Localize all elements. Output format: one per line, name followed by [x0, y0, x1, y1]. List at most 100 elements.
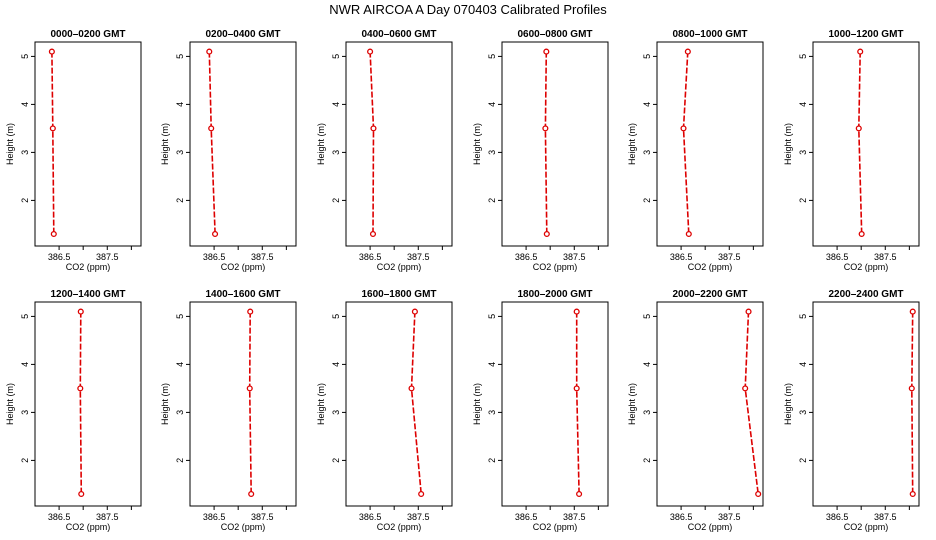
data-point: [858, 230, 865, 238]
data-point: [742, 385, 749, 392]
y-tick-label: 2: [798, 458, 808, 463]
panel-title: 2200–2400 GMT: [828, 289, 903, 300]
y-tick-label: 2: [331, 458, 341, 463]
data-point: [543, 230, 550, 238]
data-point: [48, 48, 55, 55]
profile-line: [544, 51, 548, 235]
profile-line: [857, 51, 863, 235]
y-tick-label: 5: [642, 54, 652, 59]
y-tick-label: 5: [20, 314, 30, 319]
y-tick-label: 3: [487, 410, 497, 415]
plot-frame: [501, 41, 609, 247]
data-point: [206, 48, 213, 55]
x-tick-label: 387.5: [718, 252, 741, 262]
y-axis-label: Height (m): [5, 123, 15, 165]
y-axis-label: Height (m): [627, 123, 637, 165]
panel-title: 1600–1800 GMT: [361, 289, 436, 300]
x-axis-label: CO2 (ppm): [688, 262, 733, 272]
y-tick-label: 4: [642, 362, 652, 367]
x-tick-label: 386.5: [826, 252, 849, 262]
y-tick-label: 5: [487, 314, 497, 319]
plot-frame: [34, 301, 142, 507]
data-point: [755, 490, 762, 498]
y-tick-label: 4: [175, 362, 185, 367]
y-tick-label: 3: [798, 410, 808, 415]
data-point: [208, 125, 215, 132]
y-tick-label: 5: [175, 314, 185, 319]
data-point: [857, 48, 864, 55]
x-tick-label: 386.5: [203, 252, 226, 262]
panel-title: 1200–1400 GMT: [50, 289, 125, 300]
y-tick-label: 2: [331, 198, 341, 203]
y-axis-label: Height (m): [316, 123, 326, 165]
data-point: [370, 125, 377, 132]
x-axis-label: CO2 (ppm): [377, 262, 422, 272]
y-tick-label: 3: [331, 410, 341, 415]
profile-line: [682, 51, 690, 235]
x-tick-label: 387.5: [874, 252, 897, 262]
x-axis-label: CO2 (ppm): [844, 522, 889, 532]
data-point: [78, 490, 85, 498]
data-point: [408, 385, 415, 392]
y-tick-label: 2: [487, 198, 497, 203]
profile-line: [51, 51, 55, 235]
data-point: [685, 230, 692, 238]
data-point: [745, 308, 752, 315]
figure-title: NWR AIRCOA A Day 070403 Calibrated Profi…: [329, 2, 607, 17]
x-tick-label: 386.5: [670, 512, 693, 522]
x-tick-label: 386.5: [48, 512, 71, 522]
y-tick-label: 3: [20, 150, 30, 155]
x-tick-label: 386.5: [48, 252, 71, 262]
y-axis-label: Height (m): [472, 383, 482, 425]
x-tick-label: 387.5: [251, 252, 274, 262]
data-point: [909, 490, 916, 498]
y-tick-label: 2: [642, 458, 652, 463]
panel-title: 0400–0600 GMT: [361, 29, 436, 40]
profile-line: [248, 311, 252, 495]
x-tick-label: 386.5: [359, 512, 382, 522]
x-tick-label: 387.5: [251, 512, 274, 522]
plot-frame: [656, 301, 764, 507]
y-tick-label: 5: [175, 54, 185, 59]
data-point: [77, 385, 84, 392]
profile-line: [910, 311, 914, 495]
x-tick-label: 386.5: [359, 252, 382, 262]
y-tick-label: 4: [20, 362, 30, 367]
data-point: [50, 230, 57, 238]
plot-frame: [812, 301, 920, 507]
profile-line: [744, 311, 759, 495]
data-point: [77, 308, 84, 315]
data-point: [542, 125, 549, 132]
plot-frame: [345, 41, 453, 247]
y-tick-label: 3: [798, 150, 808, 155]
x-axis-label: CO2 (ppm): [66, 522, 111, 532]
y-tick-label: 2: [20, 458, 30, 463]
y-axis-label: Height (m): [160, 123, 170, 165]
data-point: [212, 230, 219, 238]
x-axis-label: CO2 (ppm): [221, 522, 266, 532]
y-axis-label: Height (m): [783, 123, 793, 165]
y-tick-label: 5: [20, 54, 30, 59]
y-tick-label: 3: [175, 410, 185, 415]
x-tick-label: 386.5: [826, 512, 849, 522]
data-point: [576, 490, 583, 498]
panel-title: 0200–0400 GMT: [205, 29, 280, 40]
profile-line: [208, 51, 216, 235]
y-tick-label: 4: [20, 102, 30, 107]
data-point: [367, 48, 374, 55]
x-tick-label: 386.5: [515, 512, 538, 522]
x-axis-label: CO2 (ppm): [533, 522, 578, 532]
y-tick-label: 4: [487, 362, 497, 367]
y-tick-label: 3: [175, 150, 185, 155]
data-point: [49, 125, 56, 132]
profile-line: [369, 51, 375, 235]
data-point: [246, 385, 253, 392]
